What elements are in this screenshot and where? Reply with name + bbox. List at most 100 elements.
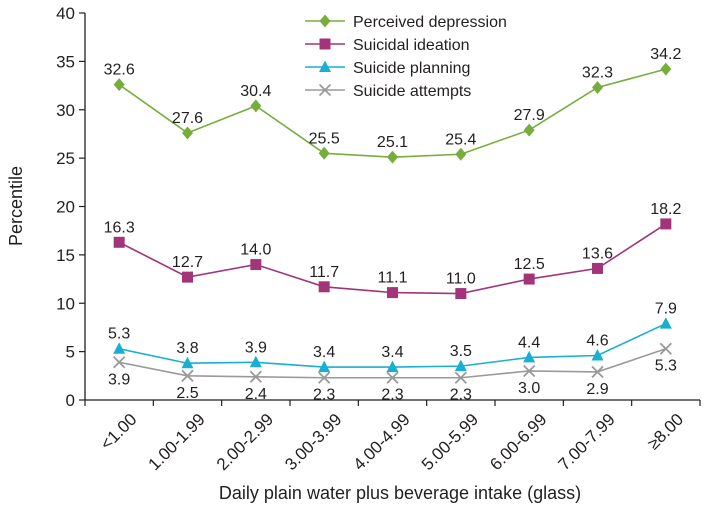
series-suicide-attempts xyxy=(113,342,672,384)
data-point-marker xyxy=(660,62,672,76)
x-tick-label: 2.00-2.99 xyxy=(213,410,277,474)
data-label: 25.4 xyxy=(445,131,476,148)
y-tick-label: 15 xyxy=(56,246,75,265)
y-tick-label: 5 xyxy=(66,343,75,362)
data-point-marker xyxy=(455,147,467,161)
data-point-marker xyxy=(454,359,467,372)
legend-item-suicidal-ideation: Suicidal ideation xyxy=(305,37,470,54)
series-perceived-depression xyxy=(113,62,672,164)
data-label: 11.0 xyxy=(446,271,476,288)
data-point-marker xyxy=(523,123,535,137)
data-point-marker xyxy=(113,342,126,354)
y-ticks: 0 5 10 15 20 25 30 35 40 xyxy=(56,4,85,410)
x-tick-label: 7.00-7.99 xyxy=(555,410,619,474)
data-label: 3.0 xyxy=(518,380,540,397)
data-label: 3.9 xyxy=(245,339,267,356)
legend-marker xyxy=(319,38,331,50)
data-label: 3.8 xyxy=(176,340,198,357)
data-label: 14.0 xyxy=(240,242,271,259)
data-label: 2.5 xyxy=(176,385,198,402)
legend-item-suicide-attempts: Suicide attempts xyxy=(305,83,471,100)
legend-label: Perceived depression xyxy=(353,14,507,31)
data-point-marker xyxy=(592,80,603,94)
data-label: 4.6 xyxy=(586,332,608,349)
data-label: 2.3 xyxy=(381,387,403,404)
data-point-marker xyxy=(318,281,330,293)
data-label: 25.5 xyxy=(309,130,340,147)
data-label: 12.5 xyxy=(514,256,545,273)
data-point-marker xyxy=(113,236,125,248)
data-label: 27.9 xyxy=(514,107,545,124)
data-label: 3.9 xyxy=(108,371,130,388)
data-point-marker xyxy=(591,365,604,379)
data-label: 4.4 xyxy=(518,334,540,351)
data-point-marker xyxy=(181,369,194,382)
x-tick-label: 3.00-3.99 xyxy=(281,410,345,474)
series-suicide-planning xyxy=(113,317,672,373)
y-tick-label: 25 xyxy=(56,149,75,168)
data-label: 13.6 xyxy=(582,245,613,262)
data-point-marker xyxy=(454,371,467,384)
x-tick-label: 6.00-6.99 xyxy=(486,410,550,474)
y-tick-label: 20 xyxy=(56,198,75,217)
data-label: 5.3 xyxy=(655,358,677,375)
data-point-marker xyxy=(249,355,262,368)
data-point-marker xyxy=(592,262,603,274)
data-point-marker xyxy=(181,356,194,369)
data-label: 12.7 xyxy=(172,254,203,271)
data-label: 18.2 xyxy=(650,201,681,218)
x-tick-label: 1.00-1.99 xyxy=(145,410,209,474)
data-point-marker xyxy=(182,126,193,140)
data-label: 27.6 xyxy=(172,110,203,127)
data-point-marker xyxy=(523,364,536,378)
series-layer xyxy=(113,62,672,384)
data-label: 32.6 xyxy=(104,62,135,79)
data-point-marker xyxy=(182,271,193,283)
data-point-marker xyxy=(523,273,535,285)
data-point-marker xyxy=(113,78,125,92)
data-label: 11.1 xyxy=(378,270,408,287)
data-label: 2.4 xyxy=(245,386,267,403)
data-label: 3.4 xyxy=(381,344,403,361)
y-axis-title: Percentile xyxy=(6,166,26,246)
legend-item-suicide-planning: Suicide planning xyxy=(305,60,470,77)
data-label: 2.3 xyxy=(450,387,472,404)
x-ticks: <1.00 1.00-1.99 2.00-2.99 3.00-3.99 4.00-4.9… xyxy=(84,400,701,474)
series-suicidal-ideation xyxy=(113,218,672,300)
legend: Perceived depression Suicidal ideation Sui… xyxy=(305,14,507,100)
data-label: 11.7 xyxy=(309,264,339,281)
data-point-marker xyxy=(318,146,330,160)
legend-label: Suicide attempts xyxy=(353,83,471,100)
data-label: 2.3 xyxy=(313,387,335,404)
data-point-marker xyxy=(523,350,536,363)
x-tick-label: 5.00-5.99 xyxy=(418,410,482,474)
data-labels: 32.6 27.6 30.4 25.5 25.1 25.4 27.9 32.3 34.2 16.3… xyxy=(104,46,682,404)
data-point-marker xyxy=(318,371,331,384)
legend-marker xyxy=(319,60,331,72)
data-point-marker xyxy=(387,287,398,299)
data-label: 7.9 xyxy=(655,301,677,318)
data-point-marker xyxy=(113,356,126,369)
x-tick-label: 4.00-4.99 xyxy=(350,410,414,474)
legend-marker xyxy=(319,14,331,28)
data-point-marker xyxy=(250,99,262,113)
data-point-marker xyxy=(455,288,467,300)
data-point-marker xyxy=(250,259,262,271)
y-tick-label: 35 xyxy=(56,52,75,71)
data-label: 25.1 xyxy=(377,134,408,151)
x-tick-label: <1.00 xyxy=(97,410,141,454)
legend-item-perceived-depression: Perceived depression xyxy=(305,14,507,31)
data-point-marker xyxy=(249,370,262,383)
data-point-marker xyxy=(659,342,672,355)
data-label: 32.3 xyxy=(582,64,613,81)
data-label: 30.4 xyxy=(240,83,271,100)
data-point-marker xyxy=(591,348,604,361)
y-tick-label: 10 xyxy=(56,294,75,313)
data-point-marker xyxy=(660,218,672,230)
y-tick-label: 30 xyxy=(56,101,75,120)
data-label: 5.3 xyxy=(108,326,130,343)
data-point-marker xyxy=(386,360,399,373)
data-point-marker xyxy=(318,360,331,373)
y-tick-label: 0 xyxy=(66,391,75,410)
